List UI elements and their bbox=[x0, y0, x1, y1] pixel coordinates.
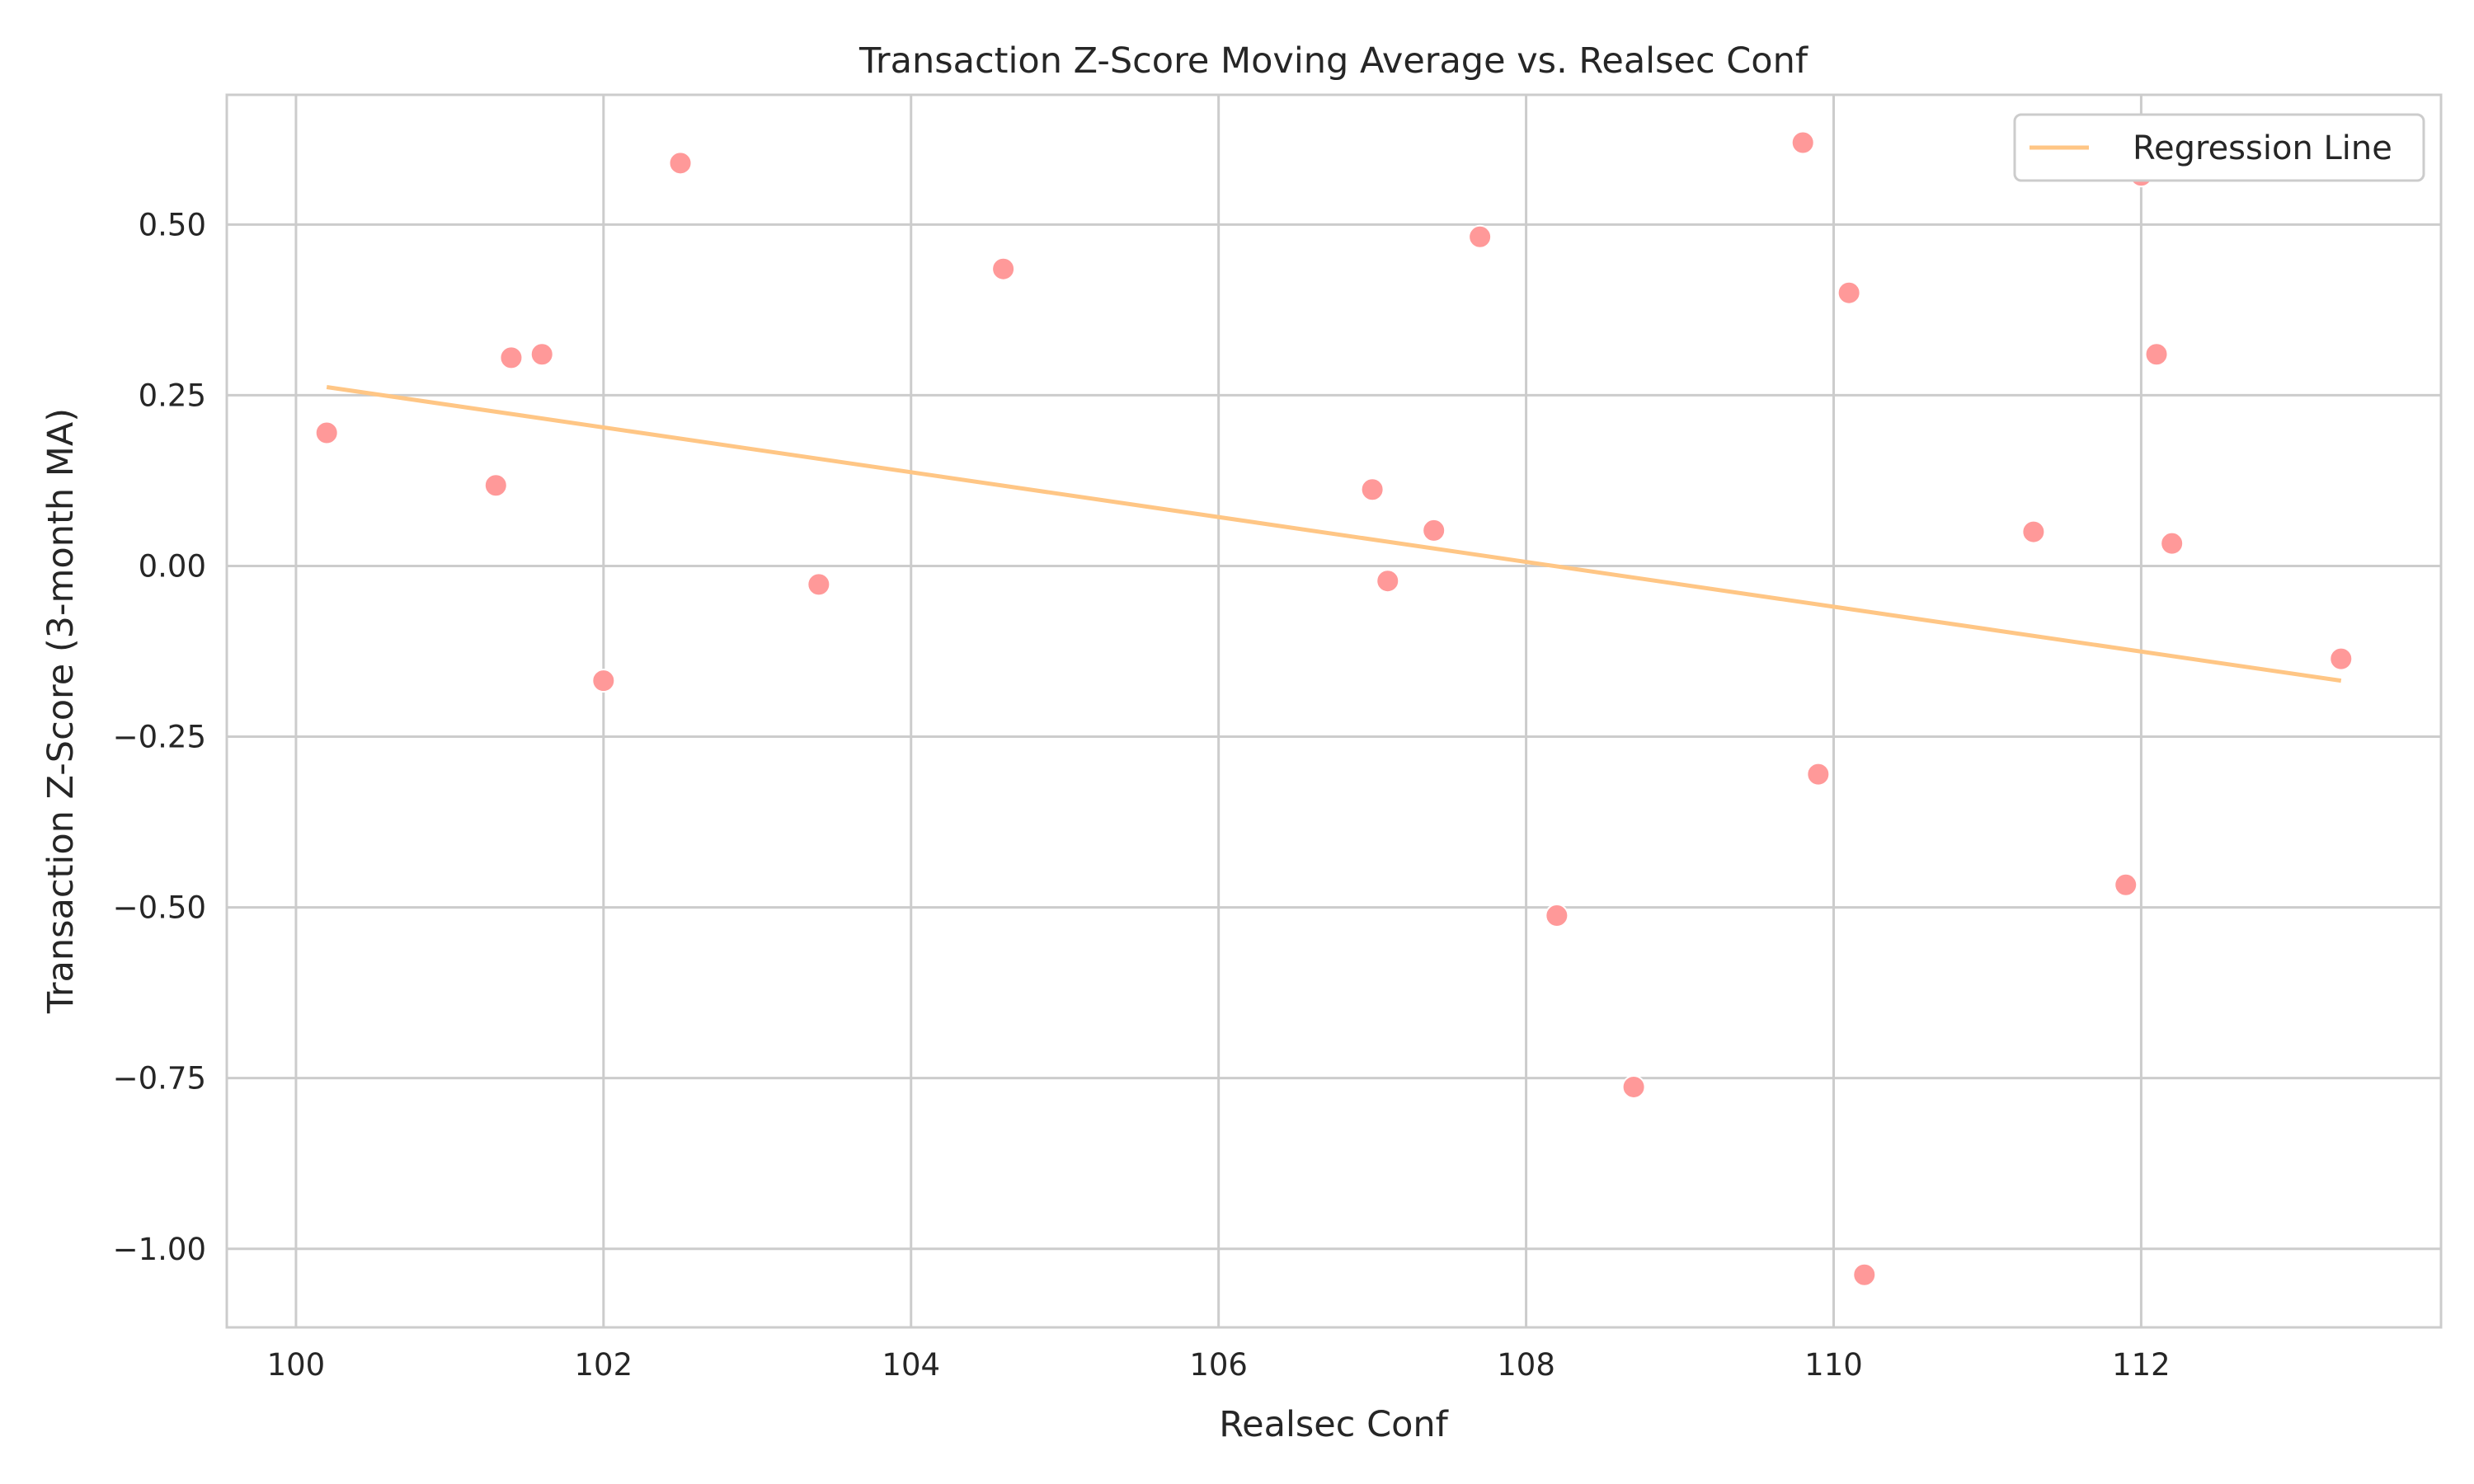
scatter-point bbox=[1468, 224, 1493, 249]
y-tick-label: −0.50 bbox=[113, 890, 206, 926]
scatter-point bbox=[591, 669, 616, 693]
scatter-point bbox=[1806, 762, 1831, 787]
x-axis-label: Realsec Conf bbox=[1219, 1404, 1448, 1445]
y-tick-labels: −1.00 −0.75 −0.50 −0.25 0.00 0.25 0.50 bbox=[113, 207, 206, 1266]
y-tick-label: −1.00 bbox=[113, 1232, 206, 1267]
scatter-point bbox=[1360, 477, 1385, 502]
scatter-point bbox=[483, 473, 508, 498]
x-tick-labels: 100 102 104 106 108 110 112 bbox=[267, 1347, 2171, 1383]
scatter-point bbox=[314, 420, 339, 445]
scatter-point bbox=[807, 572, 831, 597]
scatter-point bbox=[499, 345, 524, 370]
y-tick-label: −0.25 bbox=[113, 720, 206, 755]
chart-title: Transaction Z-Score Moving Average vs. R… bbox=[858, 40, 1808, 82]
regression-layer bbox=[326, 385, 2342, 683]
legend: Regression Line bbox=[2013, 113, 2425, 182]
scatter-point bbox=[1376, 569, 1400, 594]
scatter-point bbox=[668, 151, 693, 176]
y-tick-label: 0.50 bbox=[139, 207, 206, 242]
points-layer bbox=[314, 130, 2354, 1287]
scatter-point bbox=[1621, 1074, 1646, 1099]
y-axis-label: Transaction Z-Score (3-month MA) bbox=[40, 408, 82, 1014]
x-tick-label: 110 bbox=[1804, 1347, 1863, 1383]
legend-box bbox=[2013, 113, 2425, 182]
scatter-point bbox=[2114, 872, 2138, 897]
scatter-point bbox=[2160, 531, 2185, 556]
x-tick-label: 102 bbox=[575, 1347, 633, 1383]
scatter-point bbox=[2144, 342, 2169, 367]
x-tick-label: 100 bbox=[267, 1347, 326, 1383]
y-tick-label: −0.75 bbox=[113, 1061, 206, 1097]
x-tick-label: 106 bbox=[1189, 1347, 1248, 1383]
scatter-point bbox=[1852, 1262, 1877, 1287]
scatter-point bbox=[1837, 280, 1861, 305]
scatter-point bbox=[991, 256, 1016, 281]
grid bbox=[227, 95, 2441, 1327]
scatter-point bbox=[2021, 519, 2046, 544]
x-tick-label: 112 bbox=[2112, 1347, 2171, 1383]
x-tick-label: 104 bbox=[882, 1347, 940, 1383]
scatter-point bbox=[1422, 518, 1446, 542]
legend-label-regression: Regression Line bbox=[2133, 129, 2392, 167]
x-tick-label: 108 bbox=[1497, 1347, 1555, 1383]
regression-line bbox=[326, 385, 2342, 683]
scatter-point bbox=[1790, 130, 1815, 155]
scatter-point bbox=[2329, 646, 2354, 671]
plot-frame bbox=[225, 93, 2443, 1329]
y-tick-label: 0.00 bbox=[139, 548, 206, 584]
y-tick-label: 0.25 bbox=[139, 378, 206, 413]
scatter-point bbox=[529, 342, 554, 367]
scatter-point bbox=[1545, 904, 1569, 928]
